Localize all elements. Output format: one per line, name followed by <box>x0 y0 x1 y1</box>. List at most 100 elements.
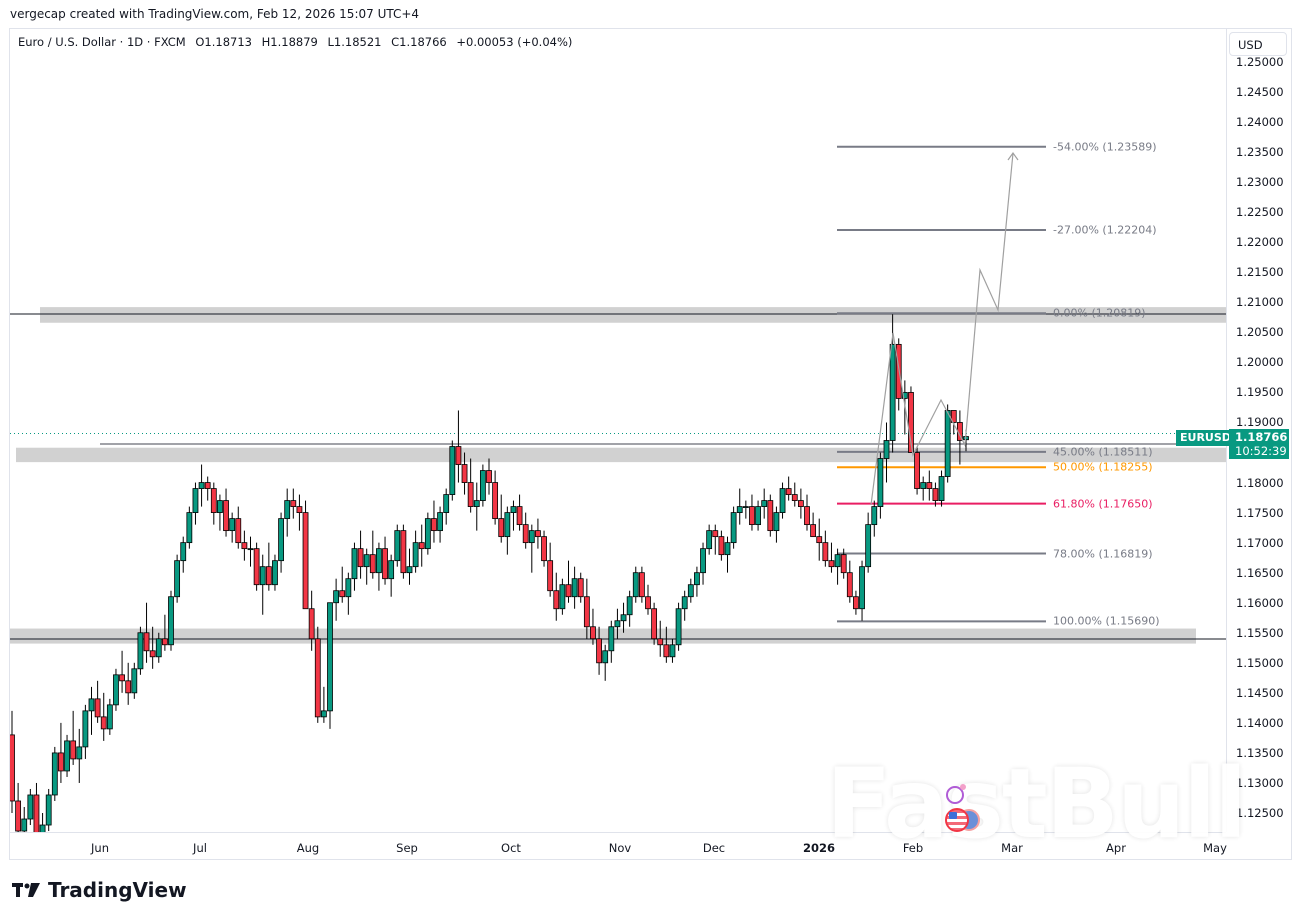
candle-body <box>706 530 713 550</box>
candle-body <box>174 560 181 598</box>
candle-body <box>302 512 309 610</box>
time-tick: Jul <box>193 841 207 855</box>
candle-body <box>296 506 303 514</box>
candle-body <box>816 536 823 544</box>
candle-body <box>498 518 505 538</box>
candle-body <box>327 602 333 712</box>
price-tick: 1.15000 <box>1236 655 1284 670</box>
candle-body <box>681 596 688 610</box>
fib-level-label: 100.00% (1.15690) <box>1053 614 1160 628</box>
price-tick: 1.22000 <box>1236 235 1284 250</box>
candle-body <box>834 554 841 568</box>
candle-body <box>455 446 462 465</box>
candle-body <box>749 506 755 526</box>
candle-body <box>223 500 229 532</box>
candle-body <box>119 674 125 682</box>
support-zone[interactable] <box>10 628 1196 644</box>
time-tick: Sep <box>396 841 418 855</box>
symbol-title[interactable]: Euro / U.S. Dollar · 1D · FXCM <box>18 35 186 49</box>
candle-body <box>694 572 700 586</box>
price-tick: 1.19500 <box>1236 385 1284 400</box>
candle-body <box>675 608 682 646</box>
candle-body <box>155 638 162 658</box>
tradingview-logo[interactable]: TradingView <box>12 878 187 902</box>
fib-level-label: 61.80% (1.17650) <box>1053 497 1153 511</box>
time-axis[interactable] <box>10 832 1226 860</box>
price-tick: 1.23000 <box>1236 175 1284 190</box>
candle-body <box>846 572 853 598</box>
projection-path[interactable] <box>870 152 1014 506</box>
candle-body <box>510 506 517 514</box>
lightning-event-icon[interactable] <box>946 786 964 804</box>
candle-body <box>920 482 927 489</box>
candle-body <box>363 554 370 568</box>
mid-zone[interactable] <box>16 447 1226 463</box>
price-tick: 1.17500 <box>1236 505 1284 520</box>
candle-body <box>901 392 908 399</box>
price-tick: 1.15500 <box>1236 625 1284 640</box>
fib-level-label: 50.00% (1.18255) <box>1053 460 1153 474</box>
candle-body <box>614 620 621 628</box>
candle-body <box>853 596 859 610</box>
candle-body <box>143 632 150 652</box>
candle-body <box>663 644 670 658</box>
ohlc-open: O1.18713 <box>195 35 252 49</box>
candle-body <box>779 488 786 513</box>
candle-body <box>357 548 364 568</box>
candle-body <box>27 794 34 820</box>
currency-selector[interactable]: USD <box>1229 32 1287 56</box>
candle-body <box>106 704 113 730</box>
candle-body <box>100 716 107 730</box>
candle-body <box>700 548 706 574</box>
candle-body <box>314 638 321 718</box>
candle-body <box>265 566 272 586</box>
candle-body <box>400 530 407 574</box>
candle-body <box>791 494 798 501</box>
candle-body <box>773 512 780 532</box>
candle-body <box>21 818 28 832</box>
candle-body <box>33 794 40 832</box>
candle-body <box>149 650 156 658</box>
ohlc-close: C1.18766 <box>391 35 447 49</box>
tradingview-wordmark: TradingView <box>48 878 187 902</box>
candle-body <box>645 596 651 610</box>
candle-body <box>461 464 468 483</box>
candle-body <box>204 482 211 489</box>
candle-body <box>308 608 315 640</box>
candle-body <box>161 638 168 646</box>
candle-body <box>15 800 22 832</box>
candle-body <box>241 542 248 550</box>
candle-body <box>553 590 560 610</box>
price-tick: 1.13000 <box>1236 775 1284 790</box>
candle-body <box>131 668 138 694</box>
price-tick: 1.16000 <box>1236 595 1284 610</box>
candle-body <box>88 698 95 712</box>
price-tick: 1.23500 <box>1236 145 1284 160</box>
candle-body <box>883 440 890 459</box>
candle-body <box>10 734 15 802</box>
price-tick: 1.21500 <box>1236 265 1284 280</box>
candle-body <box>406 566 413 574</box>
candle-body <box>822 542 829 562</box>
candle-body <box>229 518 236 532</box>
candle-body <box>742 506 749 508</box>
candle-body <box>113 674 119 706</box>
candle-body <box>865 524 872 568</box>
candle-body <box>785 488 792 495</box>
current-price-value: 1.18766 <box>1235 430 1288 444</box>
candle-body <box>535 530 541 538</box>
candle-body <box>339 590 346 598</box>
fib-level-label: 78.00% (1.16819) <box>1053 547 1153 560</box>
price-tick: 1.19000 <box>1236 415 1284 430</box>
price-tick: 1.13500 <box>1236 745 1284 760</box>
time-tick: Apr <box>1106 841 1126 855</box>
fib-level-label: 0.00% (1.20819) <box>1053 306 1146 320</box>
candle-body <box>828 560 835 568</box>
candle-body <box>687 584 694 598</box>
resistance-zone[interactable] <box>40 307 1226 323</box>
candle-body <box>638 572 645 598</box>
candle-body <box>39 824 46 832</box>
ohlc-high: H1.18879 <box>261 35 318 49</box>
candle-body <box>186 512 193 544</box>
